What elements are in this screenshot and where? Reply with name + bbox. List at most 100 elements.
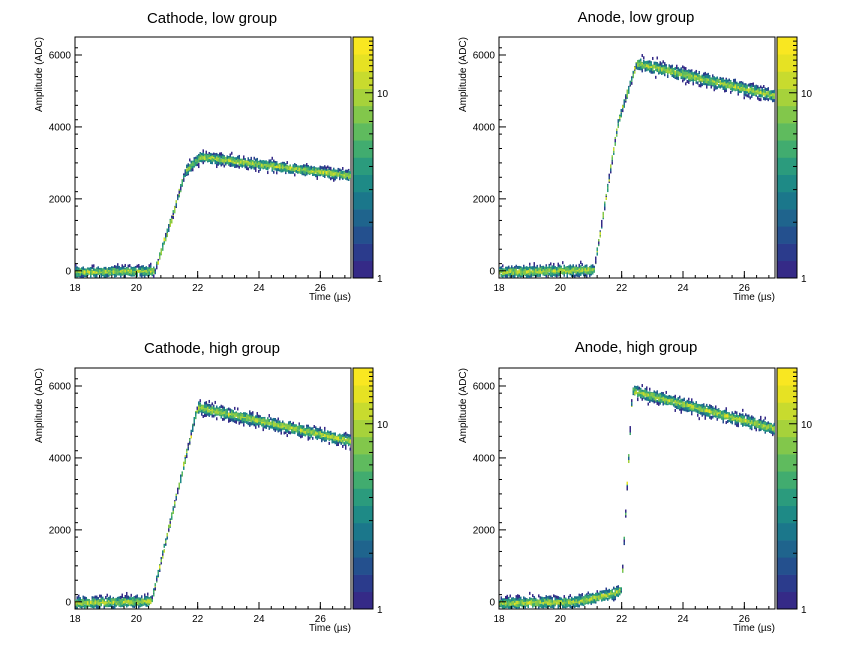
heatmap-cell (87, 601, 89, 605)
heatmap-cell (514, 266, 516, 270)
heatmap-cell (584, 273, 586, 277)
heatmap-cell (112, 596, 114, 600)
heatmap-cell (339, 171, 341, 175)
heatmap-cell (601, 219, 603, 223)
heatmap-cell (267, 167, 269, 171)
heatmap-cell (217, 155, 219, 159)
heatmap-cell (253, 165, 255, 169)
heatmap-cell (680, 74, 682, 78)
heatmap-cell (664, 70, 666, 74)
heatmap-cell (653, 70, 655, 74)
heatmap-cell (535, 271, 537, 275)
heatmap-cell (232, 163, 234, 167)
heatmap-cell (211, 410, 213, 414)
heatmap-cell (611, 157, 613, 161)
heatmap-cell (559, 268, 561, 272)
heatmap-cell (643, 56, 645, 60)
heatmap-cell (303, 172, 305, 176)
heatmap-cell (773, 93, 775, 97)
heatmap-cell (147, 595, 149, 599)
heatmap-cell (548, 265, 550, 269)
heatmap-cell (157, 571, 159, 575)
heatmap-cell (514, 269, 516, 273)
heatmap-cell (141, 603, 143, 607)
heatmap-cell (764, 97, 766, 101)
heatmap-cell (97, 596, 99, 600)
heatmap-cell (229, 157, 231, 161)
heatmap-cell (632, 70, 634, 74)
heatmap-cell (613, 151, 615, 155)
heatmap-cell (526, 267, 528, 271)
heatmap-cell (520, 274, 522, 278)
heatmap-cell (712, 77, 714, 81)
heatmap-cell (602, 215, 604, 219)
heatmap-cell (144, 593, 146, 597)
heatmap-cell (207, 403, 209, 407)
heatmap-cell (716, 86, 718, 90)
heatmap-cell (211, 409, 213, 412)
heatmap-cell (214, 407, 216, 411)
heatmap-cell (235, 164, 237, 168)
heatmap-cell (736, 81, 738, 85)
heatmap-cell (524, 271, 526, 275)
heatmap-cell (664, 73, 666, 77)
heatmap-cell (508, 268, 510, 272)
heatmap-cell (163, 240, 165, 244)
heatmap-cell (694, 71, 696, 75)
heatmap-cell (214, 159, 216, 163)
heatmap-cell (712, 79, 714, 83)
heatmap-cell (709, 76, 711, 80)
heatmap-cell (664, 62, 666, 66)
heatmap-cell (82, 595, 84, 599)
heatmap-cell (261, 163, 263, 167)
heatmap-cell (295, 164, 297, 168)
heatmap-cell (502, 272, 504, 276)
heatmap-cell (238, 156, 240, 160)
x-tick-label: 18 (493, 283, 505, 294)
heatmap-cell (133, 605, 135, 609)
heatmap-cell (719, 82, 721, 86)
heatmap-cell (324, 172, 326, 176)
heatmap-cell (670, 65, 672, 69)
heatmap-cell (171, 219, 173, 223)
heatmap-cell (217, 408, 219, 412)
heatmap-cell (135, 271, 137, 275)
heatmap-cell (114, 598, 116, 602)
heatmap-cell (226, 160, 228, 164)
heatmap-cell (580, 260, 582, 264)
heatmap-cell (508, 265, 510, 269)
heatmap-cell (118, 272, 120, 276)
heatmap-cell (518, 265, 520, 269)
heatmap-cell (213, 152, 215, 156)
heatmap-cell (550, 273, 552, 277)
heatmap-cell (530, 274, 532, 278)
heatmap-cell (108, 604, 110, 608)
heatmap-cell (294, 167, 296, 171)
heatmap-cell (97, 599, 99, 603)
heatmap-cell (150, 600, 152, 604)
heatmap-cell (707, 79, 709, 83)
heatmap-cell (142, 599, 144, 603)
heatmap-cell (82, 274, 84, 278)
heatmap-cell (108, 602, 110, 606)
heatmap-cell (184, 455, 186, 459)
heatmap-cell (716, 76, 718, 80)
heatmap-cell (634, 66, 636, 70)
heatmap-cell (99, 599, 101, 603)
heatmap-cell (121, 601, 123, 605)
heatmap-cell (273, 165, 275, 169)
heatmap-cell (303, 170, 305, 174)
heatmap-cell (592, 271, 594, 275)
heatmap-cell (661, 68, 663, 72)
heatmap-cell (84, 604, 86, 608)
heatmap-cell (172, 507, 174, 511)
heatmap-cell (641, 62, 643, 66)
heatmap-cell (336, 169, 338, 173)
heatmap-cell (593, 269, 595, 273)
heatmap-cell (193, 416, 195, 420)
heatmap-cell (237, 155, 239, 159)
heatmap-cell (620, 113, 622, 117)
heatmap-cell (668, 70, 670, 74)
heatmap-cell (157, 261, 159, 265)
heatmap-cell (195, 415, 197, 419)
